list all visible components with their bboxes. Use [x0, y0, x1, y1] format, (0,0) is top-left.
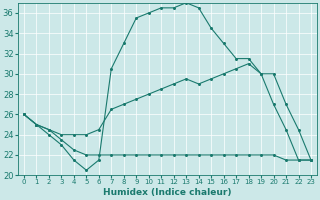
X-axis label: Humidex (Indice chaleur): Humidex (Indice chaleur) [103, 188, 232, 197]
